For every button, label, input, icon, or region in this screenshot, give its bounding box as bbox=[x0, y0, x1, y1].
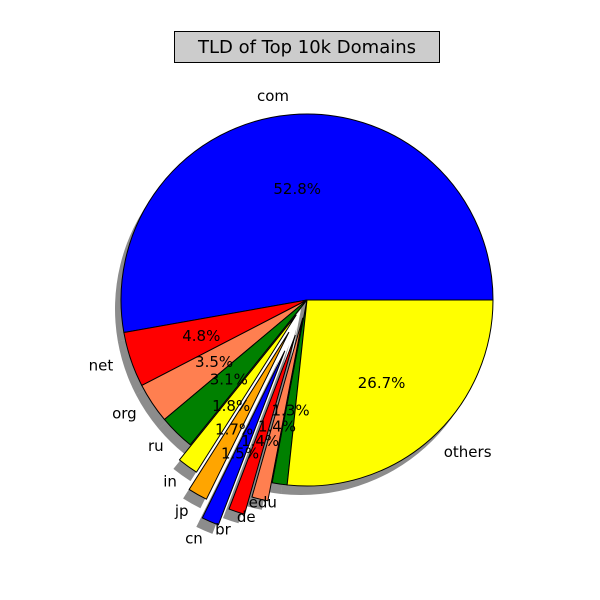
slice-ru bbox=[163, 299, 308, 446]
slice-pct-org: 3.5% bbox=[195, 353, 233, 371]
slice-pct-jp: 1.7% bbox=[215, 421, 253, 439]
slice-de bbox=[251, 317, 304, 502]
slice-pct-com: 52.8% bbox=[273, 180, 321, 198]
slice-label-net: net bbox=[89, 357, 114, 375]
slice-br bbox=[228, 334, 296, 515]
slice-pct-br: 1.4% bbox=[241, 432, 279, 450]
slice-jp bbox=[188, 331, 290, 500]
slice-com bbox=[120, 113, 494, 334]
slice-pct-cn: 1.5% bbox=[221, 444, 259, 462]
slice-label-in: in bbox=[163, 472, 177, 490]
slice-label-org: org bbox=[112, 404, 137, 422]
slice-label-com: com bbox=[257, 87, 289, 105]
chart-title: TLD of Top 10k Domains bbox=[174, 31, 440, 63]
slice-pct-in: 1.8% bbox=[212, 397, 250, 415]
slice-label-others: others bbox=[444, 443, 492, 461]
slice-in bbox=[178, 314, 297, 473]
slice-label-jp: jp bbox=[174, 502, 189, 520]
slice-pct-others: 26.7% bbox=[358, 374, 406, 392]
slice-label-cn: cn bbox=[185, 530, 203, 548]
slice-shadow-br bbox=[222, 344, 290, 524]
slice-pct-net: 4.8% bbox=[182, 327, 220, 345]
slice-label-br: br bbox=[215, 520, 232, 538]
slice-pct-ru: 3.1% bbox=[210, 371, 248, 389]
slice-others bbox=[286, 299, 494, 487]
pie-slices bbox=[120, 113, 494, 526]
slice-pct-de: 1.4% bbox=[258, 418, 296, 436]
slice-label-ru: ru bbox=[148, 437, 164, 455]
slice-cn bbox=[201, 350, 286, 526]
slice-label-edu: edu bbox=[249, 493, 277, 511]
slice-label-de: de bbox=[237, 508, 256, 526]
slice-percent-labels: 52.8%4.8%3.5%3.1%1.8%1.7%1.5%1.4%1.4%1.3… bbox=[182, 180, 405, 463]
slice-pct-edu: 1.3% bbox=[272, 401, 310, 419]
